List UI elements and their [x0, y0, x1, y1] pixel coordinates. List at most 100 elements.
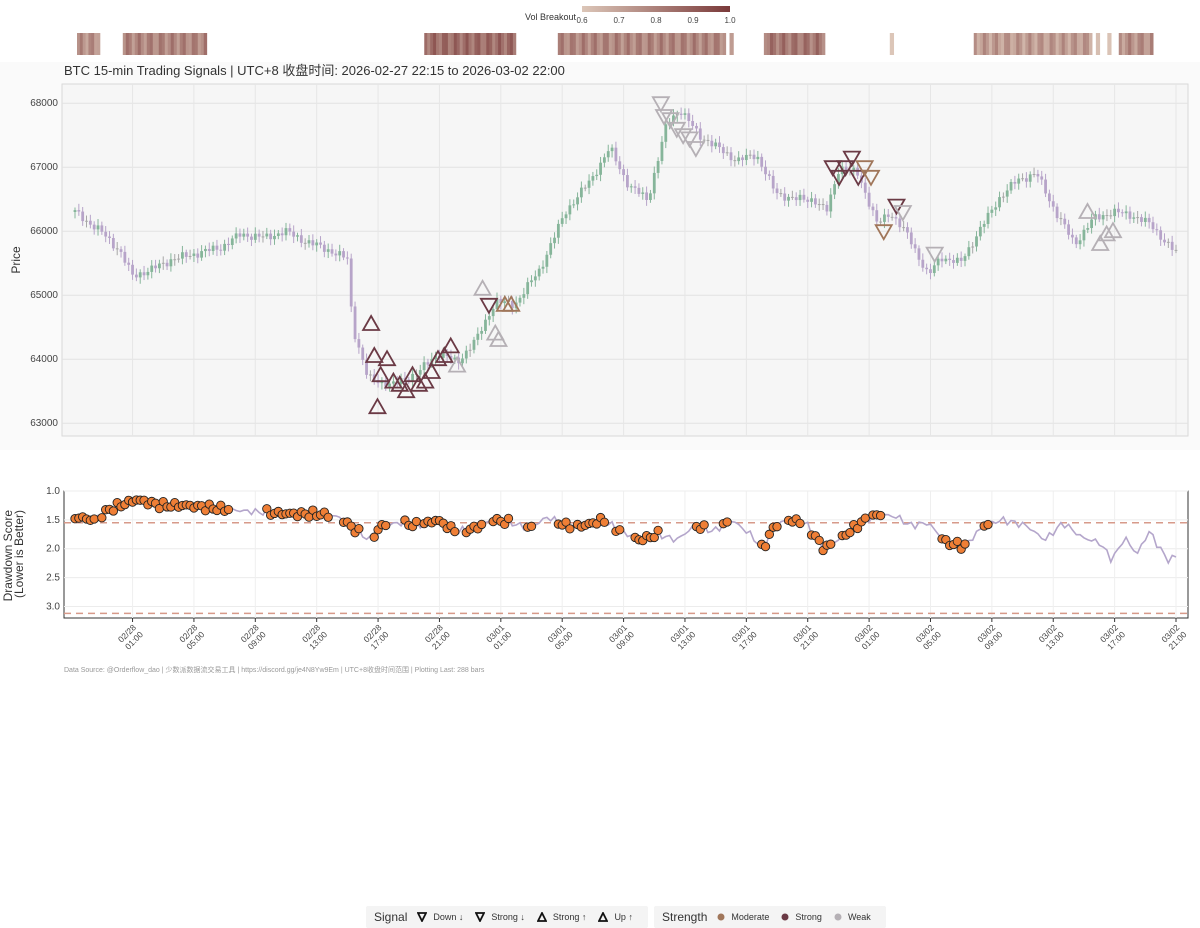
candle-body — [330, 249, 334, 254]
vol-segment-cell — [179, 33, 184, 55]
candle — [296, 232, 299, 242]
candle-body — [564, 214, 568, 219]
vol-segment-cell — [1143, 33, 1148, 55]
legend-label: Strong ↓ — [491, 912, 525, 922]
drawdown-dot — [526, 521, 537, 531]
vol-segment-cell — [656, 33, 661, 55]
drawdown-dot — [223, 504, 234, 515]
candle-body — [649, 193, 652, 200]
candle — [146, 267, 150, 280]
candle — [549, 237, 553, 259]
vol-segment-cell — [91, 33, 95, 55]
candle-body — [1101, 215, 1105, 220]
candle-body — [955, 257, 959, 263]
down-signal-marker — [835, 160, 856, 178]
candle-body — [733, 160, 737, 162]
vol-segment-cell — [889, 33, 895, 55]
candle — [579, 181, 583, 203]
candle-body — [591, 176, 595, 181]
vol-segment-cell — [659, 33, 664, 55]
candle-body — [261, 236, 265, 238]
vol-segment-cell — [818, 33, 823, 55]
candle-body — [875, 210, 879, 222]
candle — [253, 227, 257, 243]
vol-segment-cell — [441, 33, 446, 55]
candle — [150, 260, 154, 279]
legend-item-up: Up ↑ — [598, 912, 633, 922]
candle-body — [660, 141, 664, 161]
candle-body — [495, 298, 499, 310]
candle-body — [683, 113, 687, 115]
candle-body — [280, 233, 284, 236]
vol-breakout-segments — [77, 33, 1154, 55]
candle — [1059, 212, 1063, 226]
candle-body — [215, 245, 219, 250]
candle — [622, 164, 625, 182]
candle-body — [871, 206, 875, 211]
drawdown-axis-label-line: (Lower is Better) — [12, 510, 26, 598]
candle-body — [917, 248, 921, 260]
vol-segment-cell — [710, 33, 715, 55]
candle-body — [744, 154, 748, 161]
vol-segment-cell — [462, 33, 467, 55]
candle — [794, 192, 798, 206]
vol-segment-cell — [566, 33, 571, 55]
down-signal-marker — [823, 160, 843, 178]
vol-segment-cell — [188, 33, 193, 55]
candle-body — [932, 265, 936, 274]
legend-label: Down ↓ — [433, 912, 464, 922]
vol-segment-cell — [1073, 33, 1078, 55]
down-signal-marker — [654, 109, 674, 126]
vol-segment — [1107, 33, 1112, 55]
candle-body — [698, 128, 702, 140]
vol-segment-cell — [495, 33, 499, 55]
price-tick-label: 64000 — [30, 354, 58, 365]
candle-body — [537, 268, 541, 277]
candle — [687, 108, 691, 128]
candle — [1120, 209, 1124, 217]
drawdown-dot — [952, 536, 962, 547]
legend-item-down: Down ↓ — [417, 912, 463, 922]
vol-segment-cell — [581, 33, 586, 55]
candle-body — [599, 162, 602, 175]
vol-segment-cell — [803, 33, 808, 55]
legend-item-strong-down: Strong ↓ — [475, 912, 525, 922]
up-signal-marker — [434, 346, 454, 363]
candle — [292, 225, 296, 244]
candle — [111, 233, 115, 251]
candle-body — [1051, 201, 1055, 207]
down-signal-marker — [925, 246, 945, 264]
candle-body — [890, 216, 894, 218]
legend-label: Strong — [795, 912, 822, 922]
candle-body — [1082, 229, 1086, 241]
vol-segment-cell — [1085, 33, 1090, 55]
drawdown-line — [74, 499, 1177, 565]
vol-segment-cell — [973, 33, 978, 55]
candle-body — [863, 182, 867, 193]
candle-body — [1017, 178, 1021, 184]
vol-segment-cell — [668, 33, 673, 55]
candle-body — [1059, 218, 1063, 220]
candle-body — [1036, 173, 1040, 177]
vol-segment-cell — [785, 33, 789, 55]
candle — [345, 251, 349, 265]
vol-segment-cell — [185, 33, 190, 55]
candle — [591, 171, 595, 186]
vol-segment-cell — [501, 33, 505, 55]
candle-body — [1124, 211, 1128, 214]
candle-body — [273, 235, 276, 240]
candle-body — [672, 115, 675, 123]
candle-body — [1032, 173, 1036, 175]
candle — [879, 217, 883, 225]
candle-body — [1151, 222, 1155, 230]
vol-segment-cell — [94, 33, 98, 55]
candle-body — [714, 142, 718, 147]
vol-segment-cell — [800, 33, 804, 55]
down-signal-marker — [686, 141, 706, 158]
candle — [161, 256, 165, 270]
candle — [96, 219, 100, 236]
